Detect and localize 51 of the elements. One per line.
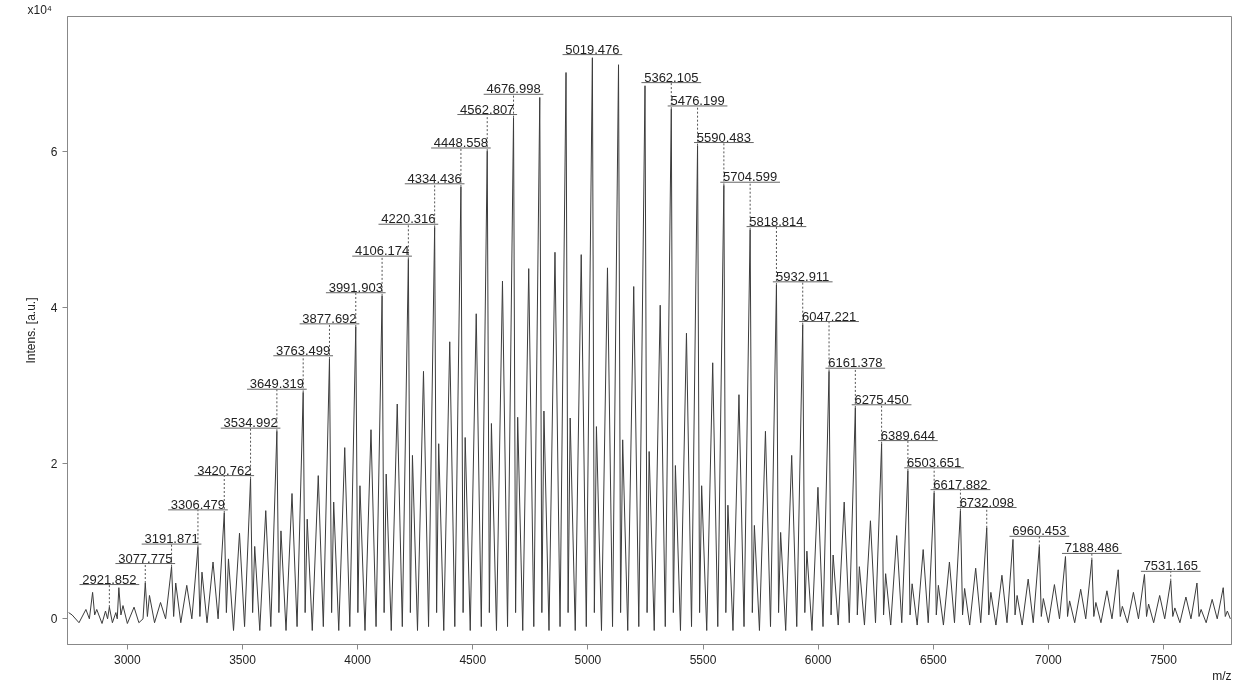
annotation: 6732.098 bbox=[959, 494, 1014, 510]
annotation: 5704.599 bbox=[723, 169, 778, 185]
annotation: 4448.558 bbox=[433, 134, 489, 150]
y-tick-label: 2 bbox=[50, 456, 58, 471]
annotation: 3763.499 bbox=[276, 342, 331, 358]
annotation: 5362.105 bbox=[644, 69, 699, 85]
x-tick-label: 6000 bbox=[804, 652, 832, 667]
annotation: 4562.807 bbox=[460, 101, 515, 117]
annotation: 4106.174 bbox=[354, 243, 410, 259]
x-tick-label: 4000 bbox=[344, 652, 372, 667]
x-tick-label: 7000 bbox=[1035, 652, 1063, 667]
annotation: 6275.450 bbox=[854, 391, 909, 407]
annotation: 6617.882 bbox=[933, 476, 988, 492]
annotation: 5476.199 bbox=[670, 92, 725, 108]
annotation: 3877.692 bbox=[302, 310, 357, 326]
x-axis-title: m/z bbox=[1212, 668, 1232, 682]
annotation: 5019.476 bbox=[565, 41, 620, 57]
annotation: 3191.871 bbox=[144, 531, 199, 547]
y-tick-label: 0 bbox=[50, 612, 58, 627]
annotation: 4220.316 bbox=[381, 211, 436, 227]
annotation: 6389.644 bbox=[880, 427, 936, 443]
y-tick-label: 6 bbox=[50, 145, 58, 160]
annotation: 5932.911 bbox=[776, 268, 830, 284]
x-tick-label: 5000 bbox=[574, 652, 602, 667]
annotation: 4676.998 bbox=[486, 81, 541, 97]
annotation: 3306.479 bbox=[170, 496, 226, 512]
y-tick-label: 4 bbox=[50, 301, 58, 316]
annotation: 6503.651 bbox=[907, 454, 962, 470]
annotation: 7188.486 bbox=[1064, 540, 1119, 556]
x-tick-label: 3000 bbox=[114, 652, 142, 667]
line-series bbox=[68, 57, 1231, 631]
x-tick-label: 5500 bbox=[689, 652, 717, 667]
annotation: 6047.221 bbox=[801, 308, 857, 324]
x-tick-label: 3500 bbox=[229, 652, 257, 667]
annotation: 3420.762 bbox=[197, 462, 252, 478]
y-axis-title: Intens. [a.u.] bbox=[23, 297, 38, 364]
text: x10⁴ bbox=[27, 2, 53, 17]
annotation: 3991.903 bbox=[328, 279, 383, 295]
annotation: 5590.483 bbox=[696, 129, 751, 145]
x-tick-label: 4500 bbox=[459, 652, 487, 667]
annotation: 7531.165 bbox=[1143, 558, 1198, 574]
annotation: 3534.992 bbox=[223, 415, 278, 431]
annotation: 3649.319 bbox=[249, 376, 305, 392]
annotation: 3077.775 bbox=[118, 550, 173, 566]
x-tick-label: 6500 bbox=[919, 652, 947, 667]
annotation: 2921.852 bbox=[82, 571, 137, 587]
annotation: 6960.453 bbox=[1012, 523, 1067, 539]
x-tick-label: 7500 bbox=[1150, 652, 1178, 667]
annotation: 5818.814 bbox=[749, 213, 804, 229]
annotation: 6161.378 bbox=[828, 355, 883, 371]
annotation: 4334.436 bbox=[407, 170, 462, 186]
